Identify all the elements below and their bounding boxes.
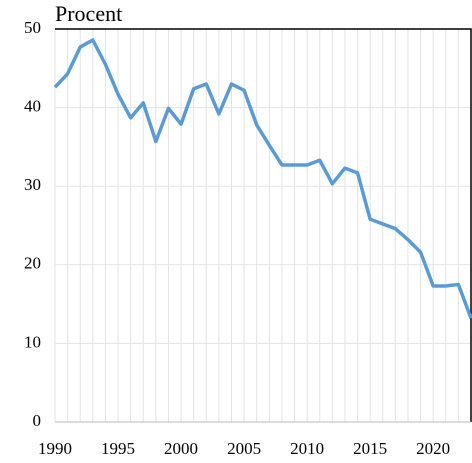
x-tick-label: 1995 [101,439,135,458]
y-tick-label: 10 [24,332,41,351]
y-axis-label: Procent [55,1,122,26]
y-tick-label: 30 [24,175,41,194]
plot-frame [55,28,472,422]
x-tick-label: 2005 [227,439,261,458]
y-tick-label: 50 [24,18,41,37]
x-tick-label: 1990 [38,439,72,458]
x-tick-label: 2020 [416,439,450,458]
x-tick-label: 2010 [290,439,324,458]
x-tick-label: 2000 [164,439,198,458]
data-line [53,38,472,319]
x-tick-label: 2015 [353,439,387,458]
y-tick-label: 0 [33,411,42,430]
y-tick-label: 20 [24,254,41,273]
y-tick-label: 40 [24,97,41,116]
